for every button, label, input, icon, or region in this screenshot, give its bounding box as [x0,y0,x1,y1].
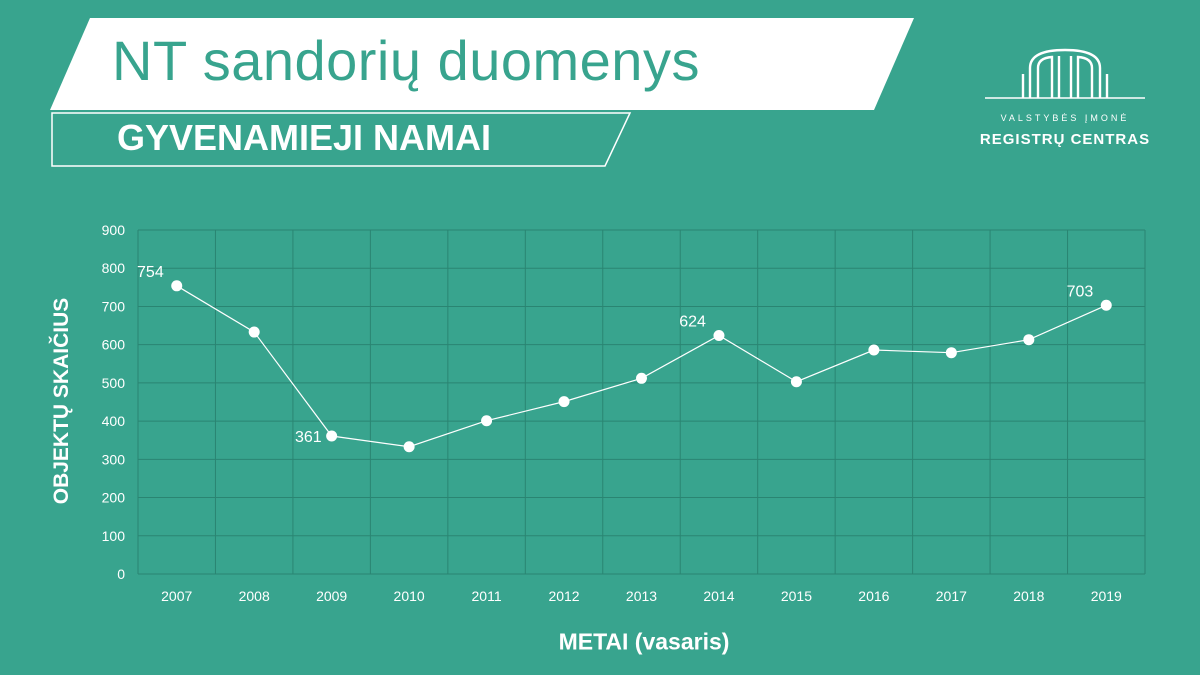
subtitle-banner-outline [51,112,632,167]
y-tick-label: 900 [102,222,126,238]
data-label: 624 [679,313,706,330]
data-point [171,280,183,292]
x-tick-label: 2013 [626,588,657,604]
data-label: 703 [1067,283,1094,300]
x-tick-label: 2014 [703,588,734,604]
data-label: 754 [137,264,164,281]
data-point [868,344,880,356]
data-point [713,329,725,341]
data-point [636,372,647,384]
y-tick-label: 500 [102,375,126,391]
x-tick-label: 2018 [1013,588,1044,604]
y-axis-title: OBJEKTŲ SKAIČIUS [50,297,73,505]
series-line [176,285,1107,448]
y-tick-label: 700 [102,298,126,314]
title-banner-shape [50,18,914,110]
data-point [945,347,957,359]
y-tick-label: 400 [102,413,126,429]
y-tick-label: 0 [117,566,125,582]
x-tick-label: 2011 [472,588,502,604]
x-tick-label: 2017 [936,588,967,604]
x-tick-label: 2009 [316,588,347,604]
page-subtitle: GYVENAMIEJI NAMAI [117,117,492,158]
x-tick-label: 2007 [161,588,192,604]
x-axis-title: METAI (vasaris) [558,628,730,655]
x-tick-label: 2016 [858,588,889,604]
data-point [790,376,802,388]
y-tick-label: 300 [102,451,126,467]
data-point [481,415,493,427]
logo-text-small: VALSTYBĖS ĮMONĖ [1000,113,1130,123]
x-tick-label: 2008 [239,588,270,604]
data-point [403,441,415,453]
data-point [558,396,570,408]
page-title: NT sandorių duomenys [112,29,700,92]
data-point [1100,299,1112,311]
y-tick-label: 600 [102,337,126,353]
registru-centras-logo-icon [985,48,1145,99]
data-point [248,326,260,338]
data-label: 361 [295,429,322,446]
x-tick-label: 2012 [548,588,579,604]
y-tick-label: 200 [102,490,126,506]
logo-text-main: REGISTRŲ CENTRAS [979,131,1151,148]
y-tick-label: 100 [102,528,126,544]
y-tick-label: 800 [102,260,126,276]
data-point [326,430,338,442]
x-tick-label: 2010 [394,588,425,604]
x-tick-label: 2015 [781,588,812,604]
data-point [1023,334,1035,346]
x-tick-label: 2019 [1091,588,1122,604]
